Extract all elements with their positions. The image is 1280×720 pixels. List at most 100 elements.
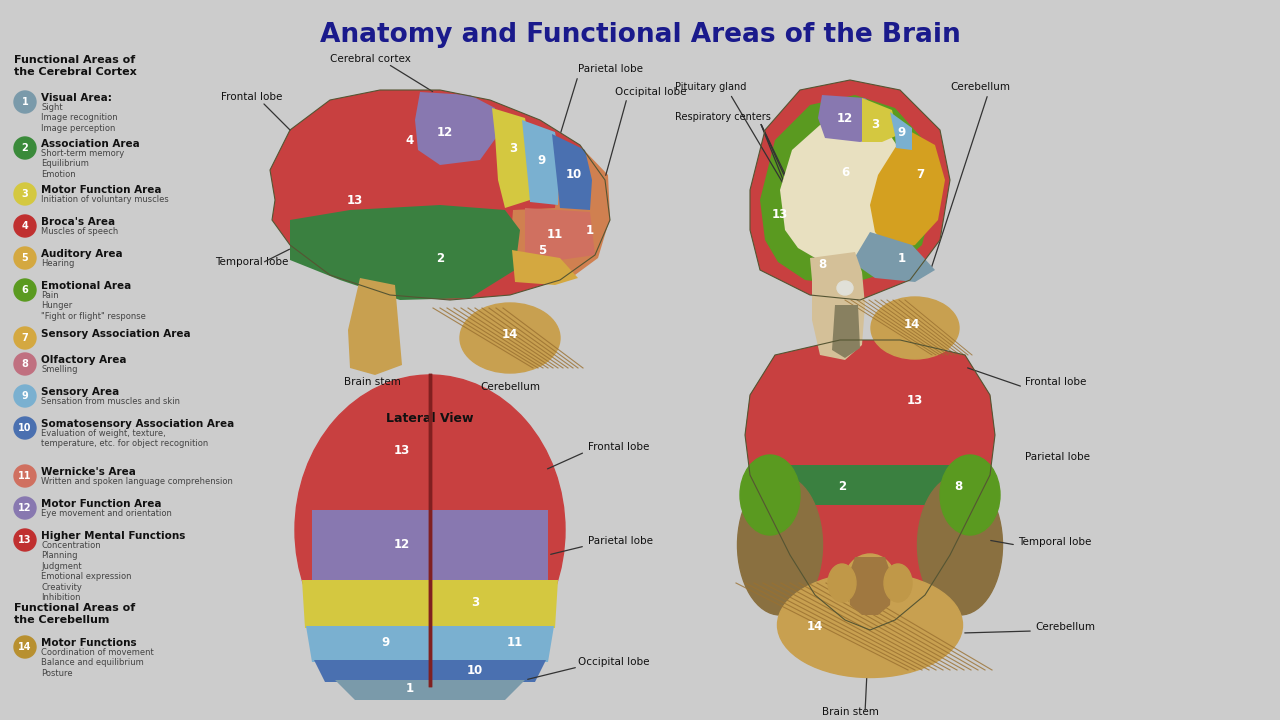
Circle shape xyxy=(14,417,36,439)
Text: Cerebellum: Cerebellum xyxy=(950,82,1010,92)
Text: 7: 7 xyxy=(916,168,924,181)
Ellipse shape xyxy=(870,297,959,359)
Text: Pituitary gland: Pituitary gland xyxy=(675,82,746,92)
Text: Lateral View: Lateral View xyxy=(387,412,474,425)
Text: Broca's Area: Broca's Area xyxy=(41,217,115,227)
Ellipse shape xyxy=(777,572,963,678)
Ellipse shape xyxy=(884,564,911,602)
Text: 14: 14 xyxy=(18,642,32,652)
Polygon shape xyxy=(306,626,554,662)
Polygon shape xyxy=(525,208,595,260)
Text: 1: 1 xyxy=(406,682,413,695)
Circle shape xyxy=(14,353,36,375)
Polygon shape xyxy=(861,98,899,142)
Text: 6: 6 xyxy=(22,285,28,295)
Text: Cerebellum: Cerebellum xyxy=(1036,622,1094,632)
Text: 12: 12 xyxy=(436,125,453,138)
Text: Higher Mental Functions: Higher Mental Functions xyxy=(41,531,186,541)
Ellipse shape xyxy=(940,455,1000,535)
Polygon shape xyxy=(415,92,498,165)
Text: Smelling: Smelling xyxy=(41,365,78,374)
Text: Parietal lobe: Parietal lobe xyxy=(588,536,653,546)
Text: Eye movement and orientation: Eye movement and orientation xyxy=(41,509,172,518)
Text: 5: 5 xyxy=(22,253,28,263)
Polygon shape xyxy=(849,557,892,615)
Circle shape xyxy=(14,385,36,407)
Text: Coordination of movement
Balance and equilibrium
Posture: Coordination of movement Balance and equ… xyxy=(41,648,154,678)
Text: 13: 13 xyxy=(394,444,410,456)
Circle shape xyxy=(14,465,36,487)
Text: 11: 11 xyxy=(507,636,524,649)
Text: Initiation of voluntary muscles: Initiation of voluntary muscles xyxy=(41,195,169,204)
Text: Brain stem: Brain stem xyxy=(343,377,401,387)
Text: Somatosensory Association Area: Somatosensory Association Area xyxy=(41,419,234,429)
Text: 2: 2 xyxy=(436,251,444,264)
Text: Association Area: Association Area xyxy=(41,139,140,149)
Text: Hearing: Hearing xyxy=(41,259,74,268)
Ellipse shape xyxy=(460,303,561,373)
Text: 3: 3 xyxy=(870,119,879,132)
Text: 12: 12 xyxy=(18,503,32,513)
Ellipse shape xyxy=(294,375,564,685)
Polygon shape xyxy=(302,580,558,628)
Ellipse shape xyxy=(828,564,856,602)
Text: 3: 3 xyxy=(22,189,28,199)
Circle shape xyxy=(14,529,36,551)
Text: Short-term memory
Equilibrium
Emotion: Short-term memory Equilibrium Emotion xyxy=(41,149,124,179)
Polygon shape xyxy=(832,305,860,358)
Text: 14: 14 xyxy=(806,621,823,634)
Text: 13: 13 xyxy=(772,209,788,222)
Text: 9: 9 xyxy=(22,391,28,401)
Text: Frontal lobe: Frontal lobe xyxy=(1025,377,1087,387)
Text: Wernicke's Area: Wernicke's Area xyxy=(41,467,136,477)
Text: 14: 14 xyxy=(904,318,920,331)
Text: Functional Areas of
the Cerebral Cortex: Functional Areas of the Cerebral Cortex xyxy=(14,55,137,77)
Text: 10: 10 xyxy=(467,664,483,677)
Polygon shape xyxy=(552,134,591,210)
Text: Respiratory centers: Respiratory centers xyxy=(675,112,771,122)
Polygon shape xyxy=(335,680,525,700)
Text: Occipital lobe: Occipital lobe xyxy=(614,87,686,97)
Text: 11: 11 xyxy=(18,471,32,481)
Ellipse shape xyxy=(737,475,823,615)
Text: 1: 1 xyxy=(586,223,594,236)
Text: 12: 12 xyxy=(394,538,410,551)
Text: 11: 11 xyxy=(547,228,563,241)
Ellipse shape xyxy=(918,475,1002,615)
Circle shape xyxy=(14,497,36,519)
Text: 12: 12 xyxy=(837,112,854,125)
Text: Brain stem
Sagittal View: Brain stem Sagittal View xyxy=(799,394,891,423)
Text: 13: 13 xyxy=(906,394,923,407)
Circle shape xyxy=(14,327,36,349)
Text: Motor Functions: Motor Functions xyxy=(41,638,137,648)
Polygon shape xyxy=(291,205,520,300)
Polygon shape xyxy=(509,148,611,280)
Text: Cerebellum: Cerebellum xyxy=(480,382,540,392)
Text: Evaluation of weight, texture,
temperature, etc. for object recognition: Evaluation of weight, texture, temperatu… xyxy=(41,429,209,449)
Circle shape xyxy=(14,636,36,658)
Text: 2: 2 xyxy=(22,143,28,153)
Ellipse shape xyxy=(837,281,852,295)
Text: Motor Function Area: Motor Function Area xyxy=(41,499,161,509)
Text: Concentration
Planning
Judgment
Emotional expression
Creativity
Inhibition: Concentration Planning Judgment Emotiona… xyxy=(41,541,132,602)
Text: Anatomy and Functional Areas of the Brain: Anatomy and Functional Areas of the Brai… xyxy=(320,22,960,48)
Text: 9: 9 xyxy=(381,636,389,649)
Ellipse shape xyxy=(740,455,800,535)
Text: Sensory Association Area: Sensory Association Area xyxy=(41,329,191,339)
Polygon shape xyxy=(890,112,911,150)
Circle shape xyxy=(14,91,36,113)
Text: Written and spoken language comprehension: Written and spoken language comprehensio… xyxy=(41,477,233,486)
Text: 13: 13 xyxy=(347,194,364,207)
Text: Muscles of speech: Muscles of speech xyxy=(41,227,118,236)
Text: 14: 14 xyxy=(502,328,518,341)
Text: Sensory Area: Sensory Area xyxy=(41,387,119,397)
Text: Frontal lobe: Frontal lobe xyxy=(221,92,283,102)
Text: 3: 3 xyxy=(509,142,517,155)
Text: Motor Function Area: Motor Function Area xyxy=(41,185,161,195)
Text: 1: 1 xyxy=(22,97,28,107)
Text: 9: 9 xyxy=(538,153,547,166)
Text: 4: 4 xyxy=(406,133,415,146)
Text: Functional Areas of
the Cerebellum: Functional Areas of the Cerebellum xyxy=(14,603,136,626)
Circle shape xyxy=(14,279,36,301)
Circle shape xyxy=(14,247,36,269)
